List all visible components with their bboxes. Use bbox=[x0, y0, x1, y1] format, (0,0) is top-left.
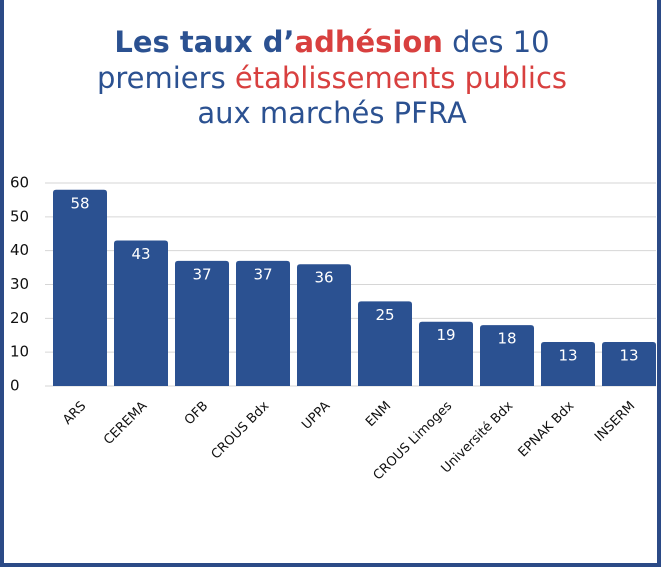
data-label: 13 bbox=[619, 347, 638, 365]
x-tick-label: EPNAK Bdx bbox=[516, 398, 578, 460]
bar bbox=[602, 342, 656, 386]
y-tick-label: 0 bbox=[10, 377, 20, 395]
bar bbox=[297, 264, 351, 386]
title-part: premiers bbox=[97, 61, 235, 95]
x-tick-label: ENM bbox=[363, 399, 394, 430]
chart-title: premiers établissements publics bbox=[97, 61, 567, 95]
x-tick-label: CEREMA bbox=[101, 399, 150, 448]
data-label: 37 bbox=[253, 265, 272, 283]
data-label: 25 bbox=[375, 306, 394, 324]
bar bbox=[480, 325, 534, 386]
bar bbox=[114, 240, 168, 386]
x-tick-label: INSERM bbox=[592, 399, 638, 445]
y-tick-label: 10 bbox=[10, 343, 29, 361]
data-label: 43 bbox=[131, 245, 150, 263]
x-tick-label: OFB bbox=[182, 399, 211, 428]
data-label: 19 bbox=[436, 326, 455, 344]
title-part: établissements publics bbox=[235, 61, 567, 95]
y-tick-label: 40 bbox=[10, 241, 29, 259]
bar bbox=[541, 342, 595, 386]
x-tick-label: ARS bbox=[60, 399, 89, 428]
title-part: Les taux d’ bbox=[114, 25, 294, 59]
y-tick-label: 60 bbox=[10, 174, 29, 192]
data-label: 36 bbox=[314, 269, 333, 287]
y-tick-label: 20 bbox=[10, 309, 29, 327]
bar bbox=[53, 189, 107, 386]
title-part: aux marchés PFRA bbox=[197, 96, 466, 130]
data-label: 13 bbox=[558, 347, 577, 365]
data-label: 37 bbox=[192, 265, 211, 283]
bar bbox=[358, 301, 412, 386]
chart-title: Les taux d’adhésion des 10 bbox=[114, 25, 549, 59]
x-tick-label: UPPA bbox=[299, 399, 333, 433]
y-tick-label: 30 bbox=[10, 275, 29, 293]
bar bbox=[236, 260, 290, 386]
x-tick-label: CROUS Bdx bbox=[209, 398, 273, 462]
data-label: 58 bbox=[70, 194, 89, 212]
chart-title: aux marchés PFRA bbox=[197, 96, 466, 130]
title-part: adhésion bbox=[295, 25, 443, 59]
y-tick-label: 50 bbox=[10, 207, 29, 225]
bar bbox=[419, 321, 473, 386]
title-part: des 10 bbox=[443, 25, 550, 59]
bar bbox=[175, 260, 229, 386]
data-label: 18 bbox=[497, 330, 516, 348]
